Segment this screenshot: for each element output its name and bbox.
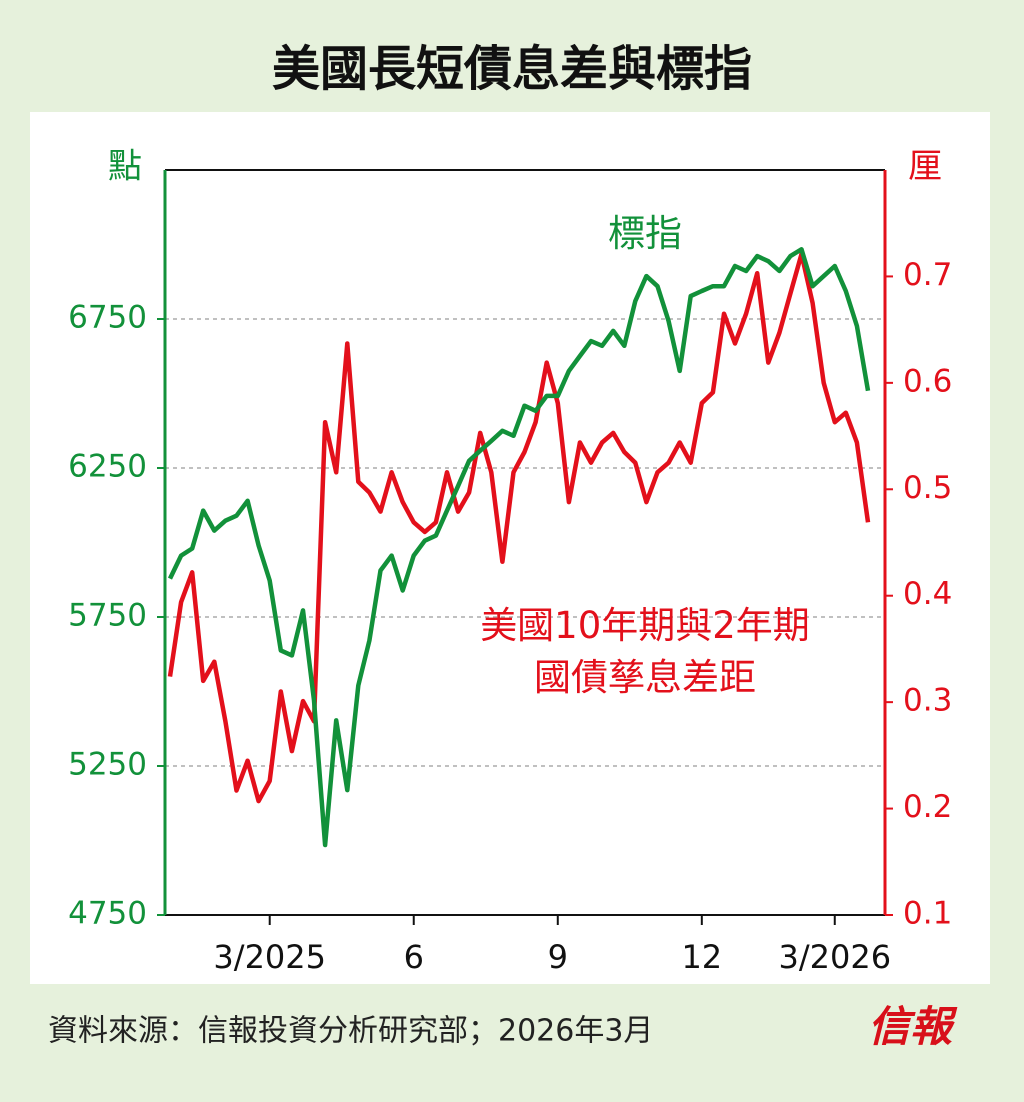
publisher-logo: 信報 [868, 1002, 958, 1051]
source-note: 資料來源：信報投資分析研究部；2026年3月 [48, 1014, 653, 1049]
y-axis-unit: 點 [108, 147, 142, 187]
x-tick-label: 6 [404, 938, 424, 976]
y2-tick-label: 0.5 [903, 470, 952, 506]
x-tick-label: 3/2026 [778, 938, 891, 976]
x-tick-label: 9 [548, 938, 568, 976]
chart-title: 美國長短債息差與標指 [272, 41, 752, 97]
y2-tick-label: 0.2 [903, 789, 952, 825]
x-tick-label: 3/2025 [213, 938, 326, 976]
y-tick-label: 5250 [68, 747, 147, 783]
y-tick-label: 4750 [68, 896, 147, 932]
y2-tick-label: 0.1 [903, 896, 952, 932]
y-tick-label: 5750 [68, 598, 147, 634]
y2-axis-unit: 厘 [908, 147, 942, 187]
series-line [167, 247, 871, 848]
y2-tick-label: 0.6 [903, 363, 952, 399]
x-tick-label: 12 [681, 938, 722, 976]
series-label: 美國10年期與2年期 國債孳息差距 [480, 604, 810, 699]
y-tick-label: 6250 [68, 449, 147, 485]
series-label: 標指 [608, 212, 682, 255]
series-line [167, 251, 871, 804]
y2-tick-label: 0.4 [903, 576, 952, 612]
y2-tick-label: 0.7 [903, 257, 952, 293]
y2-tick-label: 0.3 [903, 683, 952, 719]
y-tick-label: 6750 [68, 300, 147, 336]
